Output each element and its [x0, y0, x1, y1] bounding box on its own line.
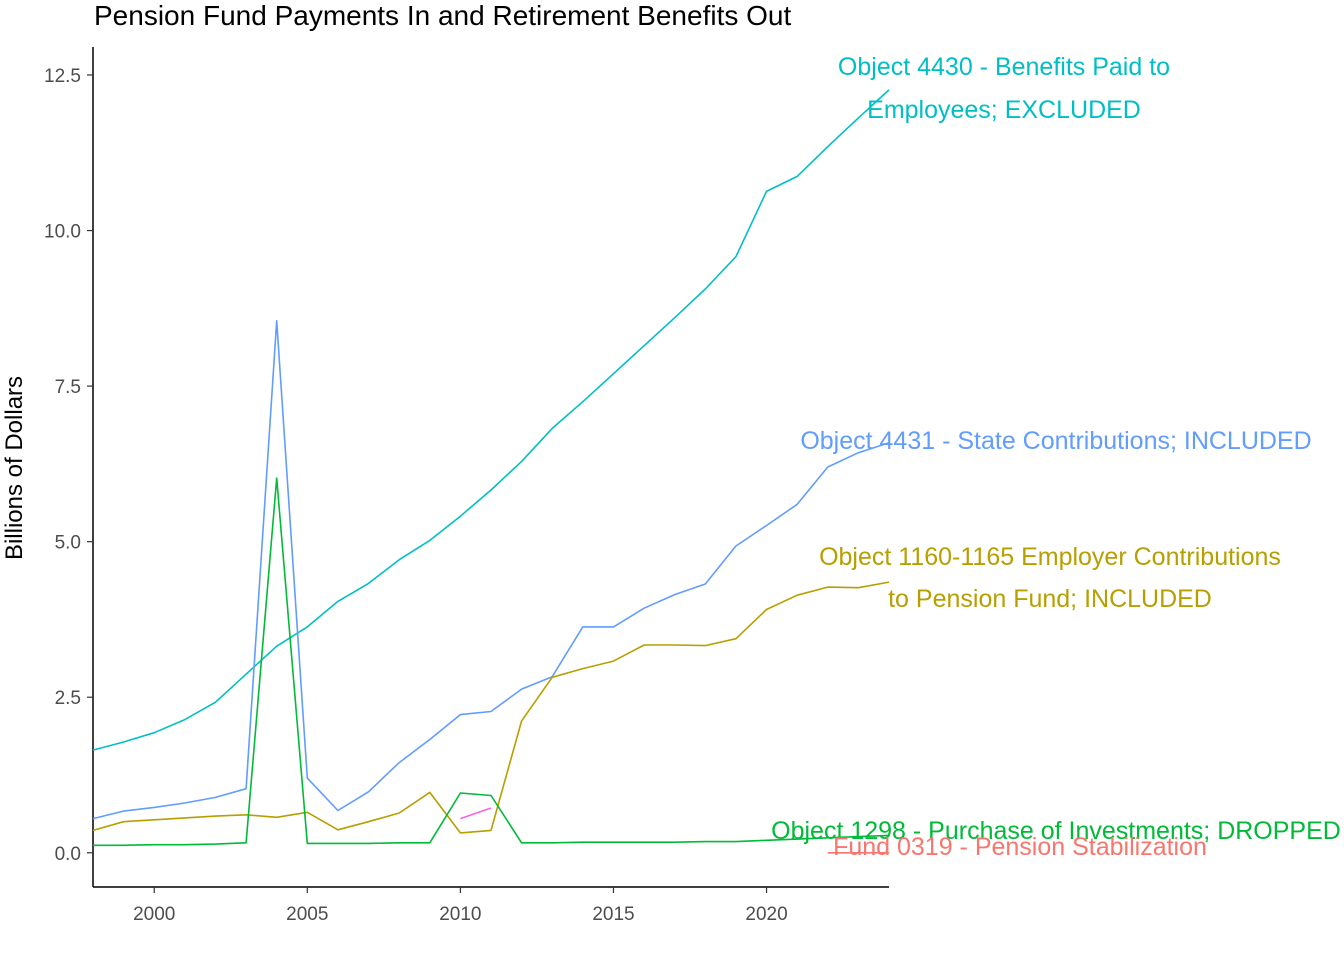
series-label-3: Object 1298 - Purchase of Investments; D…	[771, 817, 1341, 845]
series-label-line: Object 4430 - Benefits Paid to	[838, 53, 1170, 81]
series-label-line: Object 1160-1165 Employer Contributions	[819, 543, 1281, 571]
x-tick-label: 2005	[286, 904, 328, 925]
x-tick-label: 2015	[592, 904, 634, 925]
series-label-0: Object 4430 - Benefits Paid to Employees;…	[838, 53, 1170, 124]
x-tick-label: 2000	[133, 904, 175, 925]
series-label-line: Object 4431 - State Contributions; INCLU…	[800, 427, 1311, 455]
series-line-3	[93, 477, 890, 847]
series-label-4: Fund 0319 - Pension Stabilization	[833, 833, 1207, 861]
y-axis-label: Billions of Dollars	[1, 376, 28, 560]
y-tick-label: 2.5	[55, 688, 81, 709]
series-label-line: to Pension Fund; INCLUDED	[888, 585, 1212, 613]
chart-title: Pension Fund Payments In and Retirement …	[94, 0, 791, 31]
series-line-5	[460, 807, 492, 820]
y-tick-label: 12.5	[44, 66, 81, 87]
y-tick-label: 10.0	[44, 222, 81, 243]
series-label-line: Fund 0319 - Pension Stabilization	[833, 833, 1207, 861]
series-line-2	[92, 581, 890, 834]
series-line-1	[92, 319, 890, 820]
series-lines	[92, 89, 890, 854]
y-tick-label: 5.0	[55, 533, 81, 554]
axes: 0.0 2.5 5.0 7.5 10.0 12.5 2000 2005 2010 2015 2020	[44, 47, 889, 925]
y-tick-label: 7.5	[55, 377, 81, 398]
series-labels: Object 4430 - Benefits Paid to Employees;…	[771, 53, 1341, 861]
series-label-line: Object 1298 - Purchase of Investments; D…	[771, 817, 1341, 845]
y-tick-label: 0.0	[55, 844, 81, 865]
series-label-2: Object 1160-1165 Employer Contributions t…	[819, 543, 1281, 613]
x-tick-label: 2020	[745, 904, 787, 925]
x-tick-label: 2010	[439, 904, 481, 925]
series-line-0	[92, 89, 890, 751]
series-label-1: Object 4431 - State Contributions; INCLU…	[800, 427, 1311, 455]
series-label-line: Employees; EXCLUDED	[867, 96, 1141, 124]
